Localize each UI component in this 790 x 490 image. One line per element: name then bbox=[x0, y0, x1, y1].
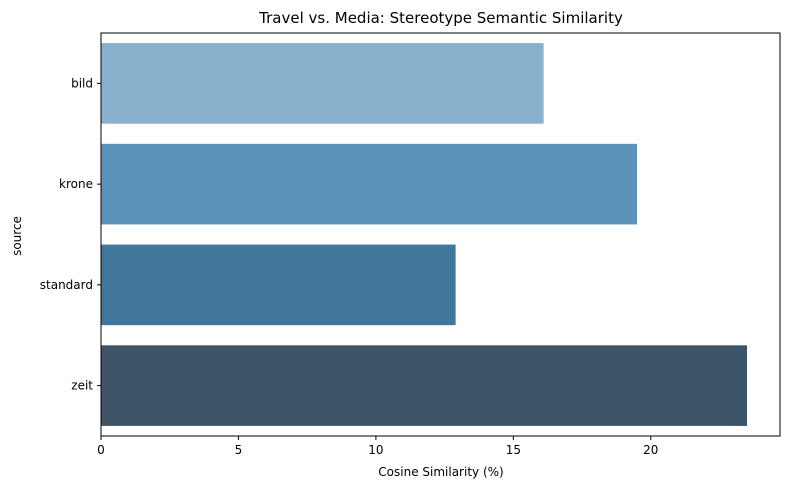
bar-krone bbox=[101, 143, 638, 225]
axes-layer: bild krone standard zeit 0 5 10 15 20 bbox=[40, 32, 781, 457]
x-axis-label: Cosine Similarity (%) bbox=[378, 465, 503, 479]
x-tick-label: 20 bbox=[643, 443, 658, 457]
plot-frame bbox=[100, 32, 781, 437]
y-axis-label: source bbox=[10, 216, 24, 256]
x-tick-label: 5 bbox=[235, 443, 243, 457]
bar-zeit bbox=[101, 345, 748, 426]
x-tick-label: 15 bbox=[506, 443, 521, 457]
y-tick-label-zeit: zeit bbox=[71, 379, 93, 393]
bar-bild bbox=[101, 43, 544, 124]
x-tick-label: 10 bbox=[368, 443, 383, 457]
y-tick-label-bild: bild bbox=[71, 76, 93, 90]
bars-layer bbox=[101, 43, 748, 426]
bar-standard bbox=[101, 244, 456, 326]
chart-title: Travel vs. Media: Stereotype Semantic Si… bbox=[258, 9, 623, 27]
y-tick-label-krone: krone bbox=[59, 177, 93, 191]
y-tick-label-standard: standard bbox=[40, 278, 93, 292]
x-tick-label: 0 bbox=[97, 443, 105, 457]
